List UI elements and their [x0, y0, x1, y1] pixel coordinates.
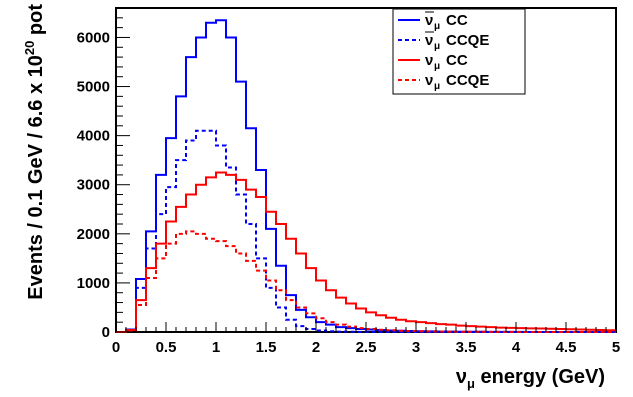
x-tick-label: 3 [412, 339, 420, 356]
y-tick-label: 6000 [77, 29, 110, 46]
x-tick-label: 2 [312, 339, 320, 356]
legend-label-3: CCQE [446, 72, 489, 89]
x-tick-label: 3.5 [456, 339, 477, 356]
y-axis-title-superscript: 20 [22, 41, 37, 55]
y-axis-title-text: Events / 0.1 GeV / 6.6 x 10 [25, 55, 47, 300]
series-1-line [116, 129, 616, 333]
x-axis-title: νμ energy (GeV) [456, 366, 605, 391]
y-tick-label: 3000 [77, 177, 110, 194]
y-tick-label: 4000 [77, 128, 110, 145]
x-axis: 0 0.5 1 1.5 2 2.5 3 3.5 4 4.5 5 [112, 322, 620, 356]
x-tick-label: 2.5 [356, 339, 377, 356]
x-tick-label: 1 [212, 339, 220, 356]
x-tick-label: 0 [112, 339, 120, 356]
series-2-line [116, 171, 616, 333]
y-tick-label: 0 [102, 324, 110, 341]
legend-symbol-0: ν [425, 12, 433, 29]
legend-subscript-2: μ [434, 61, 440, 72]
y-axis-title-suffix: pot [25, 4, 47, 41]
legend-symbol-3: ν [425, 72, 433, 89]
y-axis: 0 1000 2000 3000 4000 5000 6000 [77, 7, 130, 341]
y-tick-label: 2000 [77, 226, 110, 243]
series-0-line [116, 19, 616, 333]
legend-label-1: CCQE [446, 32, 489, 49]
x-tick-label: 0.5 [156, 339, 177, 356]
x-tick-label: 1.5 [256, 339, 277, 356]
y-tick-label: 5000 [77, 79, 110, 96]
legend-label-0: CC [446, 12, 468, 29]
y-tick-label: 1000 [77, 275, 110, 292]
y-axis-title: Events / 0.1 GeV / 6.6 x 1020 pot [22, 4, 47, 300]
x-axis-title-symbol: ν [456, 366, 467, 388]
legend-subscript-3: μ [434, 81, 440, 92]
x-tick-label: 5 [612, 339, 620, 356]
legend-subscript-1: μ [434, 41, 440, 52]
legend-label-2: CC [446, 52, 468, 69]
x-tick-label: 4.5 [556, 339, 577, 356]
x-axis-title-subscript: μ [467, 376, 475, 391]
x-tick-label: 4 [512, 339, 521, 356]
legend-symbol-2: ν [425, 52, 433, 69]
legend-subscript-0: μ [434, 21, 440, 32]
series-layer [116, 19, 616, 333]
x-axis-title-text: energy (GeV) [475, 366, 605, 388]
series-3-line [116, 230, 616, 333]
legend-symbol-1: ν [425, 32, 433, 49]
